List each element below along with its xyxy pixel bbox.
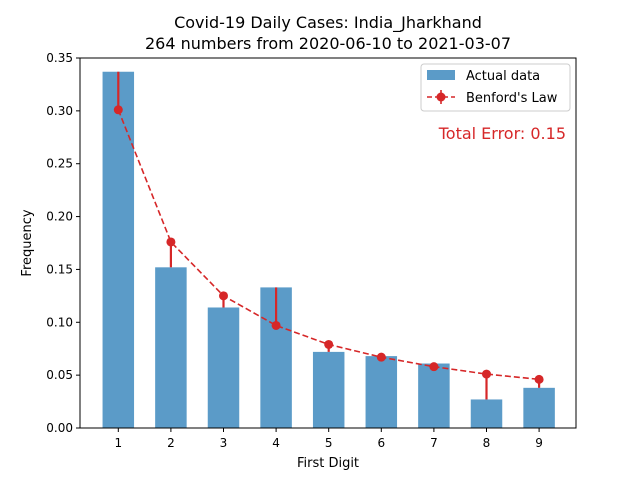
x-tick-label: 7	[430, 436, 438, 450]
benford-point-digit-2	[166, 237, 176, 247]
y-axis: 0.00 0.05 0.10 0.15 0.20 0.25 0.30 0.35	[46, 51, 80, 435]
x-tick-label: 9	[535, 436, 543, 450]
chart-title-line1: Covid-19 Daily Cases: India_Jharkhand	[174, 13, 482, 33]
y-tick-label: 0.00	[46, 421, 73, 435]
bar-digit-3	[207, 307, 240, 428]
x-tick-label: 3	[220, 436, 228, 450]
x-tick-label: 5	[325, 436, 333, 450]
y-tick-label: 0.25	[46, 157, 73, 171]
benford-point-digit-5	[324, 339, 334, 349]
error-lines	[117, 71, 541, 400]
chart-title-line2: 264 numbers from 2020-06-10 to 2021-03-0…	[145, 34, 511, 53]
bar-digit-2	[155, 267, 187, 428]
y-tick-label: 0.20	[46, 210, 73, 224]
benford-point-digit-3	[219, 291, 228, 301]
bar-digit-5	[312, 351, 345, 428]
benford-series	[113, 105, 544, 384]
legend-box	[420, 63, 571, 112]
legend-label-actual: Actual data	[466, 69, 540, 84]
benford-point-digit-8	[482, 369, 491, 379]
legend-swatch-actual	[427, 70, 455, 80]
x-tick-label: 6	[377, 436, 385, 450]
y-tick-label: 0.15	[46, 262, 73, 276]
bar-digit-7	[418, 363, 450, 428]
y-axis-label: Frequency	[20, 209, 35, 276]
legend-label-benford: Benford's Law	[466, 91, 558, 106]
benford-point-digit-7	[429, 362, 439, 372]
bar-digit-9	[523, 387, 555, 428]
plot-frame	[79, 57, 577, 429]
x-axis-label: First Digit	[297, 456, 359, 471]
x-axis: 1 2 3 4 5 6 7 8 9	[114, 428, 543, 450]
bar-digit-1	[102, 71, 135, 428]
x-tick-label: 4	[272, 436, 280, 450]
benford-point-digit-4	[271, 320, 281, 330]
y-tick-label: 0.05	[46, 368, 73, 382]
bar-digit-6	[365, 356, 398, 428]
legend: Actual data Benford's Law	[420, 63, 571, 112]
benford-point-digit-6	[376, 352, 386, 362]
x-tick-label: 2	[167, 436, 175, 450]
bar-digit-8	[470, 399, 503, 428]
x-tick-label: 1	[114, 436, 122, 450]
y-tick-label: 0.35	[46, 51, 73, 65]
benford-point-digit-9	[534, 374, 544, 384]
x-tick-label: 8	[483, 436, 491, 450]
y-tick-label: 0.30	[46, 104, 73, 118]
benford-point-digit-1	[113, 105, 123, 115]
y-tick-label: 0.10	[46, 315, 73, 329]
total-error-annotation: Total Error: 0.15	[438, 124, 566, 143]
